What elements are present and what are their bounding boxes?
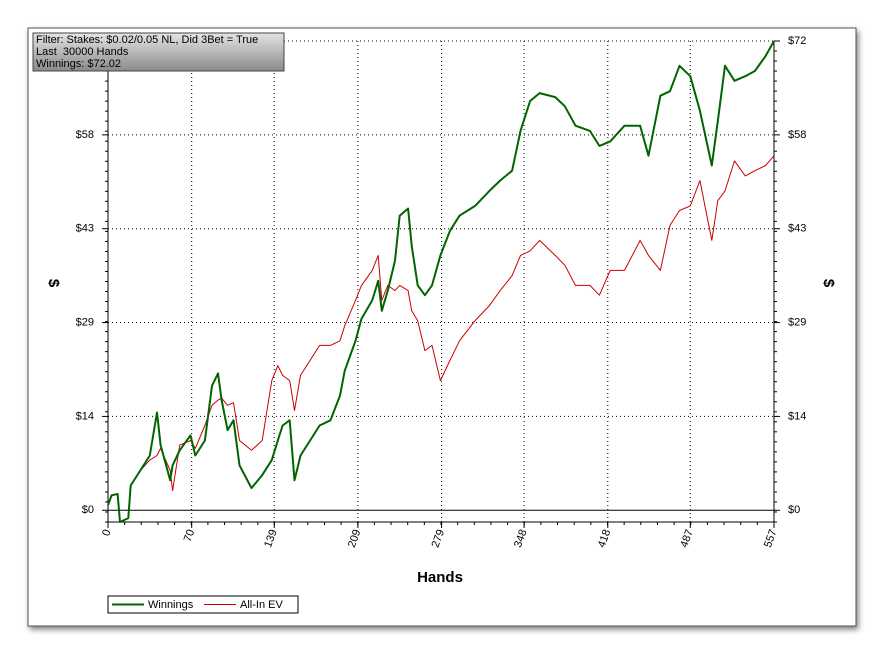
x-axis-label: Hands [417,569,463,586]
y-tick-label-right: $43 [788,223,806,235]
y-tick-label-right: $72 [788,35,806,47]
y-tick-label: $14 [76,410,94,422]
x-tick-label: 487 [678,528,696,549]
y-tick-label-right: $0 [788,504,800,516]
x-tick-label: 418 [596,528,614,549]
info-line: Winnings: $72.02 [36,58,121,70]
x-tick-label: 557 [762,528,780,549]
info-line: Last 30000 Hands [36,46,129,58]
y-tick-label-right: $14 [788,410,806,422]
y-tick-label: $29 [76,316,94,328]
y-axis-label: $ [45,279,62,288]
y-tick-label-right: $58 [788,129,806,141]
x-tick-label: 279 [430,528,448,549]
info-line: Filter: Stakes: $0.02/0.05 NL, Did 3Bet … [36,34,258,46]
legend-label: Winnings [148,599,194,611]
y-axis-label-right: $ [820,279,837,288]
y-tick-label: $58 [76,129,94,141]
y-tick-label: $0 [82,504,94,516]
x-tick-label: 139 [262,528,280,549]
x-tick-label: 70 [182,528,197,544]
plot-background [108,41,774,522]
y-tick-label: $43 [76,223,94,235]
y-tick-label-right: $29 [788,316,806,328]
x-tick-label: 209 [346,528,364,549]
plot-area: $0$0$14$14$29$29$43$43$58$58$72$72070139… [76,35,807,549]
series-line [107,40,775,523]
x-tick-label: 0 [100,528,113,538]
legend [107,595,299,614]
legend-label: All-In EV [240,599,283,611]
x-tick-label: 348 [512,528,530,549]
info-box [32,32,285,72]
